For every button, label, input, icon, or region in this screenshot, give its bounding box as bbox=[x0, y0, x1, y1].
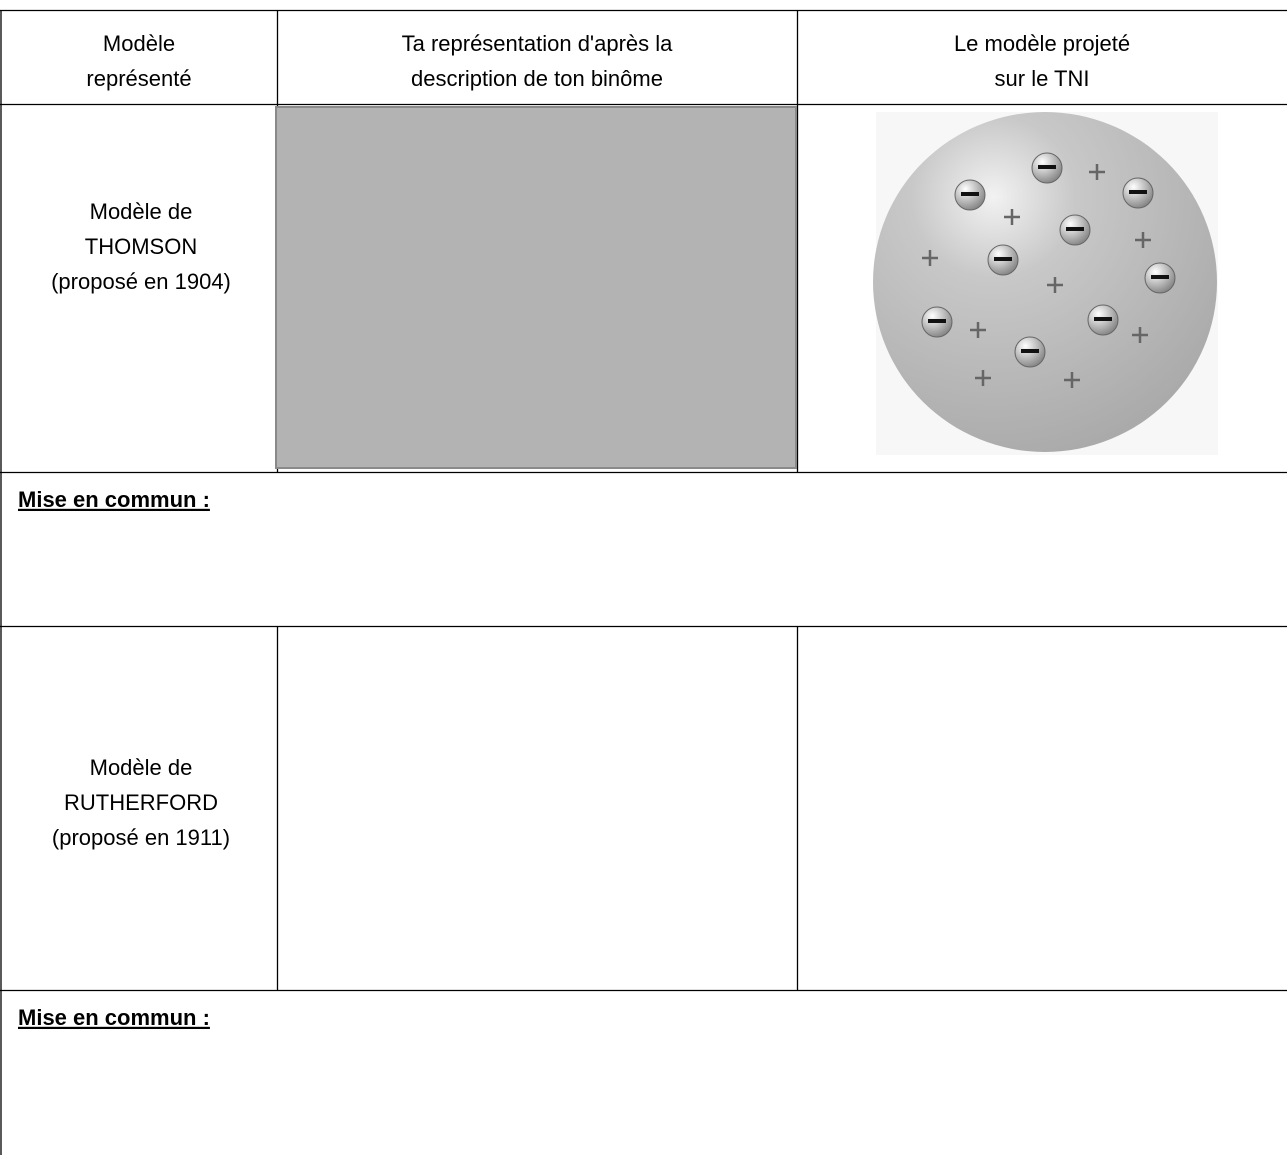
proton-sign bbox=[1004, 209, 1020, 225]
note-label: Mise en commun : bbox=[18, 1005, 210, 1030]
thomson-image bbox=[873, 112, 1218, 455]
proton-sign bbox=[1132, 327, 1148, 343]
model-name: Modèle de bbox=[90, 199, 193, 224]
proton-sign bbox=[1089, 164, 1105, 180]
model-name: (proposé en 1904) bbox=[51, 269, 231, 294]
note-label: Mise en commun : bbox=[18, 487, 210, 512]
proton-sign bbox=[970, 322, 986, 338]
header-text: sur le TNI bbox=[995, 66, 1090, 91]
header-text: Ta représentation d'après la bbox=[402, 31, 674, 56]
model-name: Modèle de bbox=[90, 755, 193, 780]
header-text: Modèle bbox=[103, 31, 175, 56]
electrons bbox=[921, 152, 1176, 368]
model-name: RUTHERFORD bbox=[64, 790, 218, 815]
protons bbox=[922, 164, 1151, 388]
header-text: Le modèle projeté bbox=[954, 31, 1130, 56]
model-name: (proposé en 1911) bbox=[52, 825, 230, 850]
model-name: THOMSON bbox=[85, 234, 197, 259]
proton-sign bbox=[1047, 277, 1063, 293]
header-text: représenté bbox=[86, 66, 191, 91]
proton-sign bbox=[975, 370, 991, 386]
header-text: description de ton binôme bbox=[411, 66, 663, 91]
table-borders bbox=[0, 9, 1287, 1155]
drawing-area bbox=[275, 106, 797, 469]
proton-sign bbox=[922, 250, 938, 266]
proton-sign bbox=[1064, 372, 1080, 388]
proton-sign bbox=[1135, 232, 1151, 248]
